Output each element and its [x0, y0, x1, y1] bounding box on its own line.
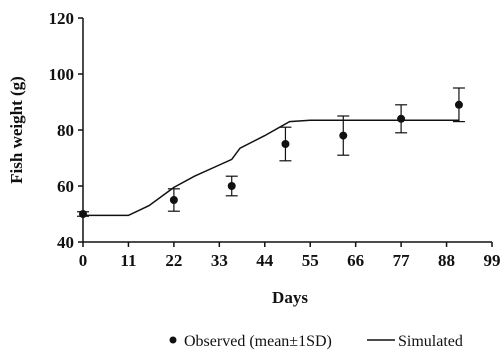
y-tick-label: 120 [49, 9, 75, 28]
y-tick-label: 40 [57, 233, 74, 252]
x-tick-label: 55 [302, 251, 319, 270]
x-axis-ticks: 0 11 22 33 44 55 66 77 88 99 [79, 242, 501, 270]
y-axis-ticks: 40 60 80 100 120 [49, 9, 83, 252]
x-tick-label: 77 [393, 251, 411, 270]
plot-area: 40 60 80 100 120 0 11 22 33 44 55 66 77 88 99 [49, 9, 501, 270]
x-tick-label: 11 [120, 251, 136, 270]
observed-point-group [225, 175, 238, 197]
legend-observed-label: Observed (mean±1SD) [184, 333, 332, 350]
observed-point [339, 131, 348, 140]
observed-point [227, 182, 236, 190]
x-tick-label: 33 [211, 251, 228, 270]
observed-point [454, 100, 463, 109]
x-tick-label: 0 [79, 251, 88, 270]
observed-point [79, 210, 87, 218]
y-tick-label: 100 [49, 65, 75, 84]
y-tick-label: 80 [57, 121, 74, 140]
x-tick-label: 66 [347, 251, 364, 270]
x-tick-label: 99 [484, 251, 501, 270]
observed-point-group [395, 104, 408, 134]
simulated-line [83, 119, 459, 217]
y-axis-title: Fish weight (g) [7, 76, 26, 184]
y-tick-label: 60 [57, 177, 74, 196]
x-tick-label: 88 [438, 251, 455, 270]
observed-point-group [77, 210, 89, 218]
observed-point [169, 196, 178, 204]
x-tick-label: 44 [256, 251, 274, 270]
series-layer [77, 87, 465, 218]
observed-point-group [167, 188, 180, 212]
observed-point-group [337, 115, 350, 156]
x-axis-title: Days [272, 288, 308, 307]
observed-point [397, 114, 406, 123]
observed-point-group [279, 126, 292, 162]
x-tick-label: 22 [165, 251, 182, 270]
observed-point-group [452, 87, 465, 123]
legend: Observed (mean±1SD) Simulated [169, 333, 463, 350]
observed-point [281, 140, 290, 148]
legend-observed-marker [169, 336, 177, 344]
legend-simulated-label: Simulated [398, 333, 463, 350]
